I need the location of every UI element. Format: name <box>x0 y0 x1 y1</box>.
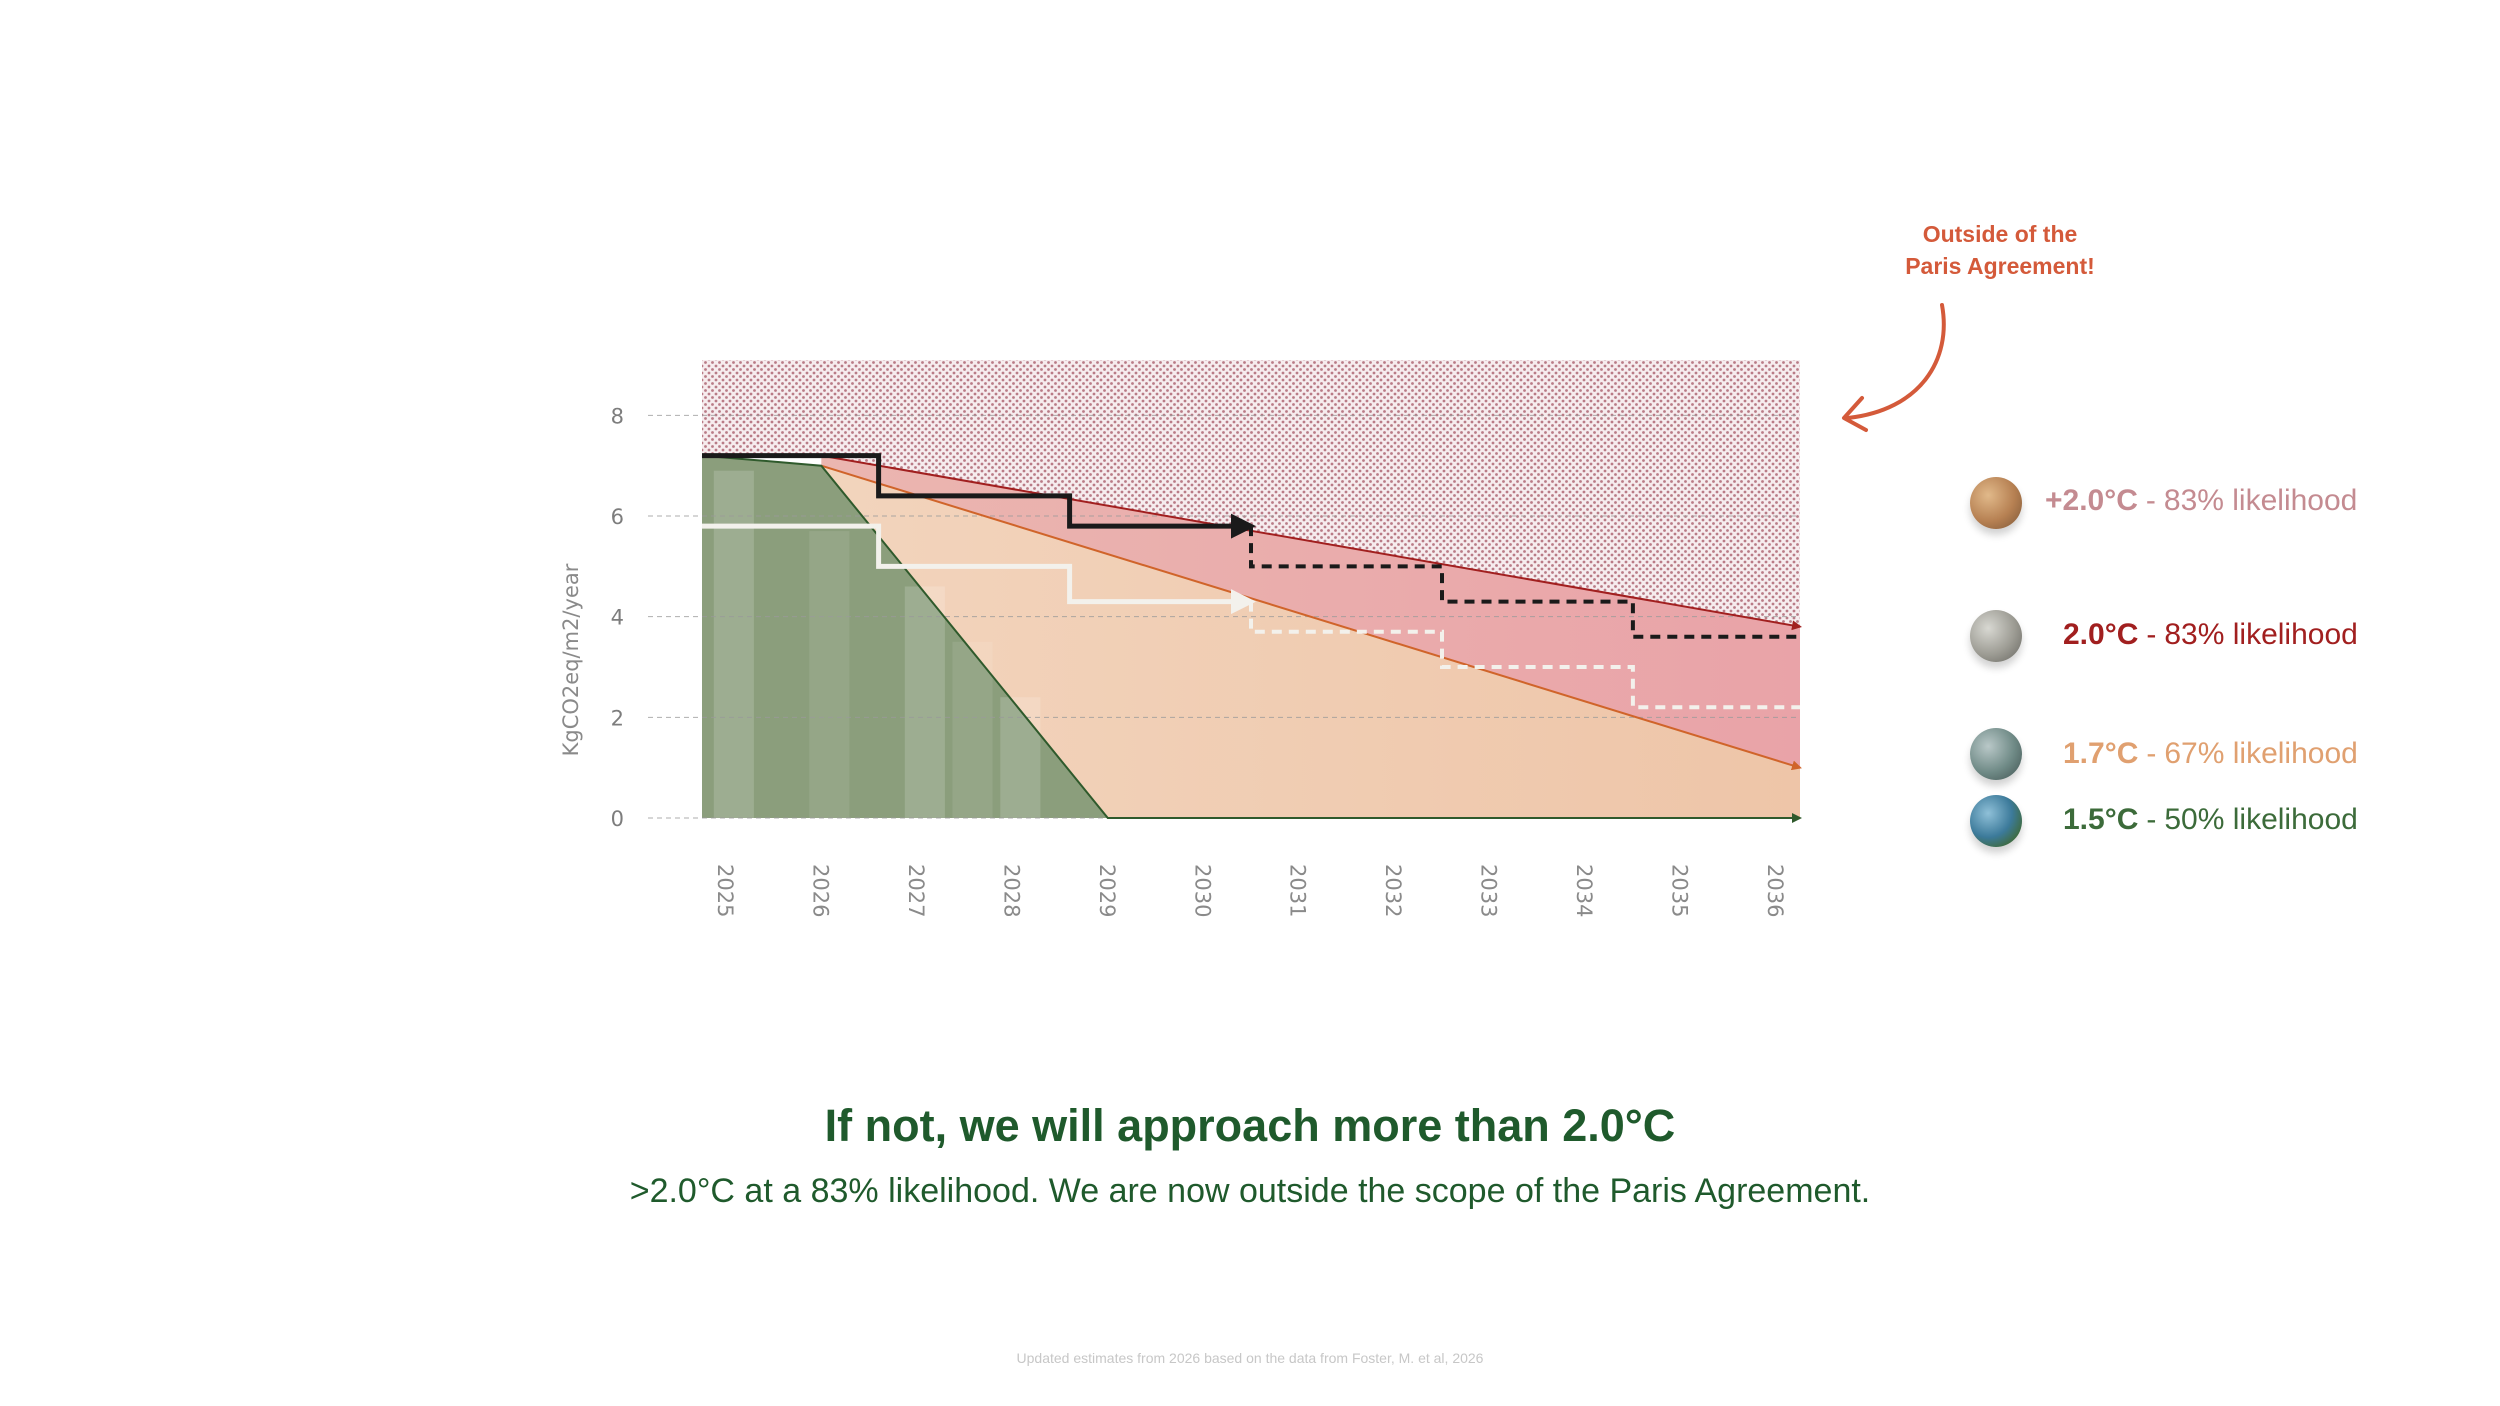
blue-earth-globe-icon <box>1970 795 2022 847</box>
y-tick-label-6: 6 <box>611 505 624 529</box>
lines-layer <box>701 454 1802 823</box>
headline: If not, we will approach more than 2.0°C <box>824 1100 1676 1151</box>
area-2-0 <box>821 455 1800 768</box>
legend-likelihood: 83% likelihood <box>2163 484 2358 517</box>
x-tick-label-2036: 2036 <box>1763 864 1787 917</box>
x-tick-label-2029: 2029 <box>1095 864 1119 917</box>
y-axis-label: KgCO2eq/m2/year <box>559 563 583 756</box>
legend-likelihood: 50% likelihood <box>2164 803 2358 836</box>
annotation-line-1: Outside of the <box>1922 221 2078 247</box>
legend-separator: - <box>2146 737 2157 770</box>
annotation-arrowhead <box>1842 396 1868 432</box>
moon-globe-icon <box>1970 610 2022 662</box>
y-tick-label-0: 0 <box>611 807 624 831</box>
y-tick-label-8: 8 <box>611 404 624 428</box>
x-tick-label-2032: 2032 <box>1381 864 1405 917</box>
legend-separator: - <box>2146 618 2157 651</box>
bar-2 <box>904 586 945 818</box>
bar-0 <box>713 470 754 818</box>
x-axis-ticks: 2025 2026 2027 2028 2029 2030 2031 2032 2033 2034… <box>713 864 1787 917</box>
boundary-1-7-limit <box>821 464 1802 771</box>
area-1-5 <box>702 455 1108 818</box>
step-actual-white <box>702 523 1256 615</box>
y-tick-label-2: 2 <box>611 706 624 730</box>
x-tick-label-2031: 2031 <box>1286 864 1310 917</box>
legend-separator: - <box>2146 803 2157 836</box>
y-axis-ticks: 0 2 4 6 8 <box>611 404 624 831</box>
x-tick-label-2027: 2027 <box>904 864 928 917</box>
dry-earth-globe-icon <box>1970 728 2022 780</box>
legend-temp: +2.0°C <box>2045 484 2138 517</box>
step-actual-black <box>702 453 1256 539</box>
area-above-2-0 <box>702 360 1800 627</box>
x-tick-label-2034: 2034 <box>1572 864 1596 917</box>
x-tick-label-2033: 2033 <box>1477 864 1501 917</box>
legend-item-2-0: 2.0°C - 83% likelihood <box>2063 618 2358 652</box>
x-tick-label-2035: 2035 <box>1668 864 1692 917</box>
legend-likelihood: 67% likelihood <box>2164 737 2358 770</box>
legend-temp: 2.0°C <box>2063 618 2139 651</box>
x-tick-label-2026: 2026 <box>808 864 832 917</box>
step-projected-black <box>1249 526 1800 639</box>
x-tick-label-2028: 2028 <box>999 864 1023 917</box>
boundary-2-0-limit <box>821 454 1802 631</box>
legend-item-1-7: 1.7°C - 67% likelihood <box>2063 737 2358 771</box>
bar-4 <box>1000 697 1041 818</box>
legend-temp: 1.5°C <box>2063 803 2139 836</box>
legend-item-1-5: 1.5°C - 50% likelihood <box>2063 803 2358 837</box>
legend-item-plus-2-0: +2.0°C - 83% likelihood <box>2045 484 2357 518</box>
x-tick-label-2025: 2025 <box>713 864 737 917</box>
areas-layer <box>702 360 1800 818</box>
step-projected-white <box>1249 601 1800 710</box>
legend-temp: 1.7°C <box>2063 737 2139 770</box>
y-tick-label-4: 4 <box>611 606 624 630</box>
boundary-1-5-limit <box>701 454 1802 823</box>
steps-layer <box>702 453 1800 710</box>
bar-1 <box>809 531 850 818</box>
source-footnote: Updated estimates from 2026 based on the… <box>1016 1350 1484 1366</box>
mars-globe-icon <box>1970 477 2022 529</box>
x-tick-label-2030: 2030 <box>1190 864 1214 917</box>
legend-separator: - <box>2145 484 2156 517</box>
bar-3 <box>952 641 993 818</box>
legend-likelihood: 83% likelihood <box>2164 618 2358 651</box>
annotation-line-2: Paris Agreement! <box>1905 253 2095 279</box>
annotation-outside-paris: Outside of the Paris Agreement! <box>1820 218 2180 282</box>
annotation-arrow <box>1846 303 1946 420</box>
subheadline: >2.0°C at a 83% likelihood. We are now o… <box>629 1172 1871 1210</box>
